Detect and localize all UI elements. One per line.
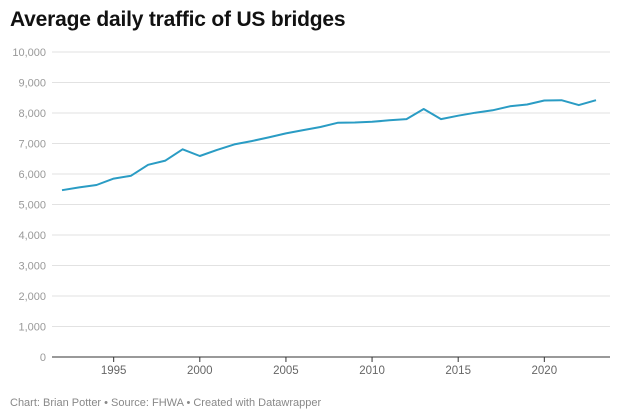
- chart-footer: Chart: Brian Potter • Source: FHWA • Cre…: [10, 397, 322, 409]
- x-tick-label: 2005: [273, 365, 299, 377]
- y-tick-label: 9,000: [18, 78, 46, 90]
- x-tick-label: 2020: [532, 365, 558, 377]
- series-line: [61, 99, 597, 192]
- y-tick-label: 4,000: [18, 230, 46, 242]
- x-tick-label: 2015: [445, 365, 471, 377]
- y-tick-label: 8,000: [18, 108, 46, 120]
- x-tick-label: 2000: [187, 365, 213, 377]
- y-tick-label: 1,000: [18, 322, 46, 334]
- y-tick-label: 5,000: [18, 200, 46, 212]
- y-tick-label: 0: [40, 352, 46, 364]
- y-tick-label: 6,000: [18, 169, 46, 181]
- x-tick-label: 2010: [359, 365, 385, 377]
- y-tick-label: 3,000: [18, 261, 46, 273]
- chart-title: Average daily traffic of US bridges: [10, 8, 346, 31]
- y-tick-label: 10,000: [12, 47, 46, 59]
- y-tick-label: 2,000: [18, 291, 46, 303]
- x-tick-label: 1995: [101, 365, 127, 377]
- y-tick-label: 7,000: [18, 139, 46, 151]
